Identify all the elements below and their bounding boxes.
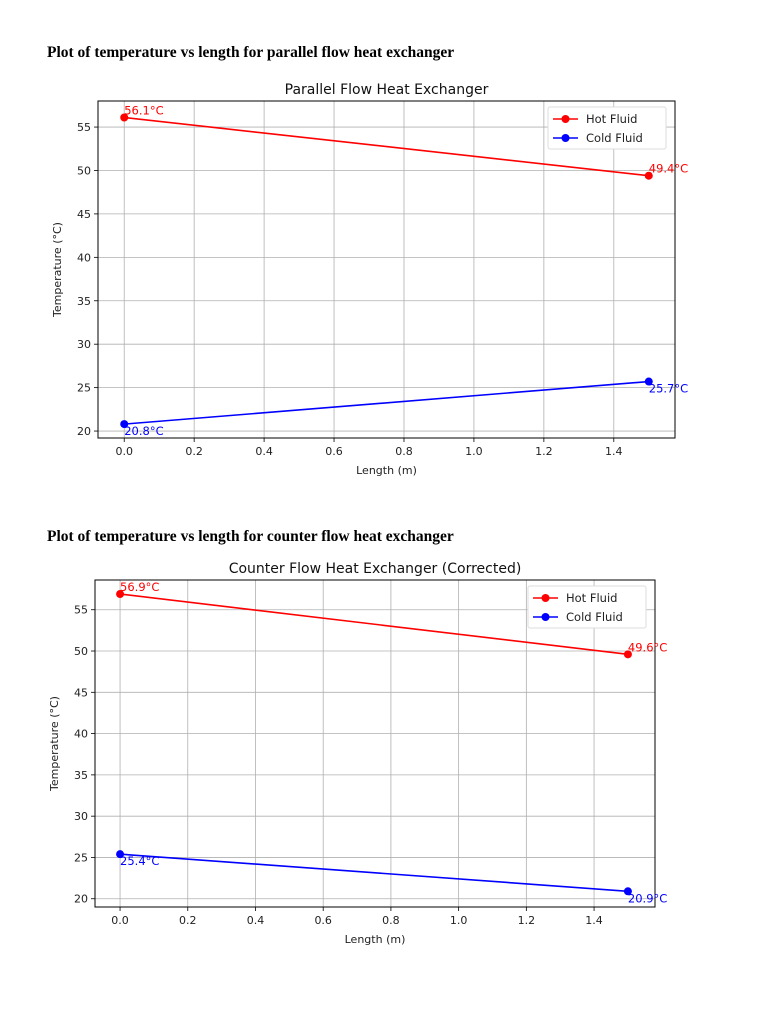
data-label: 56.9°C [120,580,159,594]
y-tick-label: 55 [74,604,88,617]
y-axis-label: Temperature (°C) [48,696,61,792]
x-tick-label: 0.6 [314,914,332,927]
data-label: 25.4°C [120,854,159,868]
x-tick-label: 1.0 [465,445,483,458]
y-tick-label: 20 [77,425,91,438]
x-axis-label: Length (m) [345,933,406,946]
y-tick-label: 50 [74,645,88,658]
data-label: 49.4°C [649,162,688,176]
data-point [116,850,125,859]
data-point [644,377,653,386]
x-tick-label: 0.8 [382,914,400,927]
y-tick-label: 25 [77,382,91,395]
x-tick-label: 0.4 [255,445,273,458]
legend-label: Cold Fluid [586,131,643,145]
y-tick-label: 45 [74,686,88,699]
y-tick-label: 30 [77,338,91,351]
series-line-cold [124,380,649,425]
data-point [120,113,129,122]
x-tick-label: 0.2 [185,445,203,458]
x-axis-label: Length (m) [356,464,417,477]
y-tick-label: 25 [74,851,88,864]
plot-frame [97,100,676,439]
legend-label: Hot Fluid [566,591,617,605]
legend-marker [561,115,570,123]
x-tick-label: 1.2 [518,914,536,927]
section-heading-counter: Plot of temperature vs length for counte… [47,528,454,545]
data-label: 49.6°C [628,640,667,654]
series-line-hot [119,593,629,656]
y-tick-label: 40 [74,728,88,741]
data-point [120,420,129,429]
y-tick-label: 40 [77,251,91,264]
y-tick-label: 50 [77,164,91,177]
y-tick-label: 35 [77,295,91,308]
data-point [623,650,632,659]
y-tick-label: 30 [74,810,88,823]
x-tick-label: 0.2 [179,914,197,927]
series-line-cold [119,853,628,893]
parallel-flow-chart: 0.0 0.2 0.4 0.6 0.8 1.0 1.2 1.4 20 25 30 35 40 45 50 55… [51,82,688,477]
series-line-hot [124,116,649,177]
y-tick-label: 45 [77,208,91,221]
chart-title: Counter Flow Heat Exchanger (Corrected) [229,561,522,577]
data-label: 20.8°C [124,424,163,438]
data-point [644,171,653,180]
y-axis-label: Temperature (°C) [51,222,64,318]
x-tick-label: 0.6 [325,445,343,458]
x-tick-label: 1.4 [605,445,623,458]
chart-title: Parallel Flow Heat Exchanger [285,82,489,98]
x-tick-label: 0.0 [115,445,133,458]
x-tick-label: 0.8 [395,445,413,458]
data-label: 25.7°C [649,382,688,396]
section-heading-parallel: Plot of temperature vs length for parall… [47,44,455,61]
plot-frame [94,579,656,908]
x-tick-label: 1.2 [535,445,553,458]
x-tick-label: 1.4 [585,914,603,927]
data-point [623,887,632,896]
x-tick-label: 0.0 [111,914,129,927]
legend-label: Hot Fluid [586,112,637,126]
y-tick-label: 55 [77,121,91,134]
x-tick-label: 0.4 [247,914,265,927]
legend-marker [561,134,570,142]
legend-marker [541,594,550,602]
x-tick-label: 1.0 [450,914,468,927]
y-tick-label: 20 [74,893,88,906]
y-tick-label: 35 [74,769,88,782]
legend-label: Cold Fluid [566,610,623,624]
data-point [116,590,125,599]
data-label: 20.9°C [628,891,667,905]
legend-marker [541,613,550,621]
data-label: 56.1°C [124,104,163,118]
